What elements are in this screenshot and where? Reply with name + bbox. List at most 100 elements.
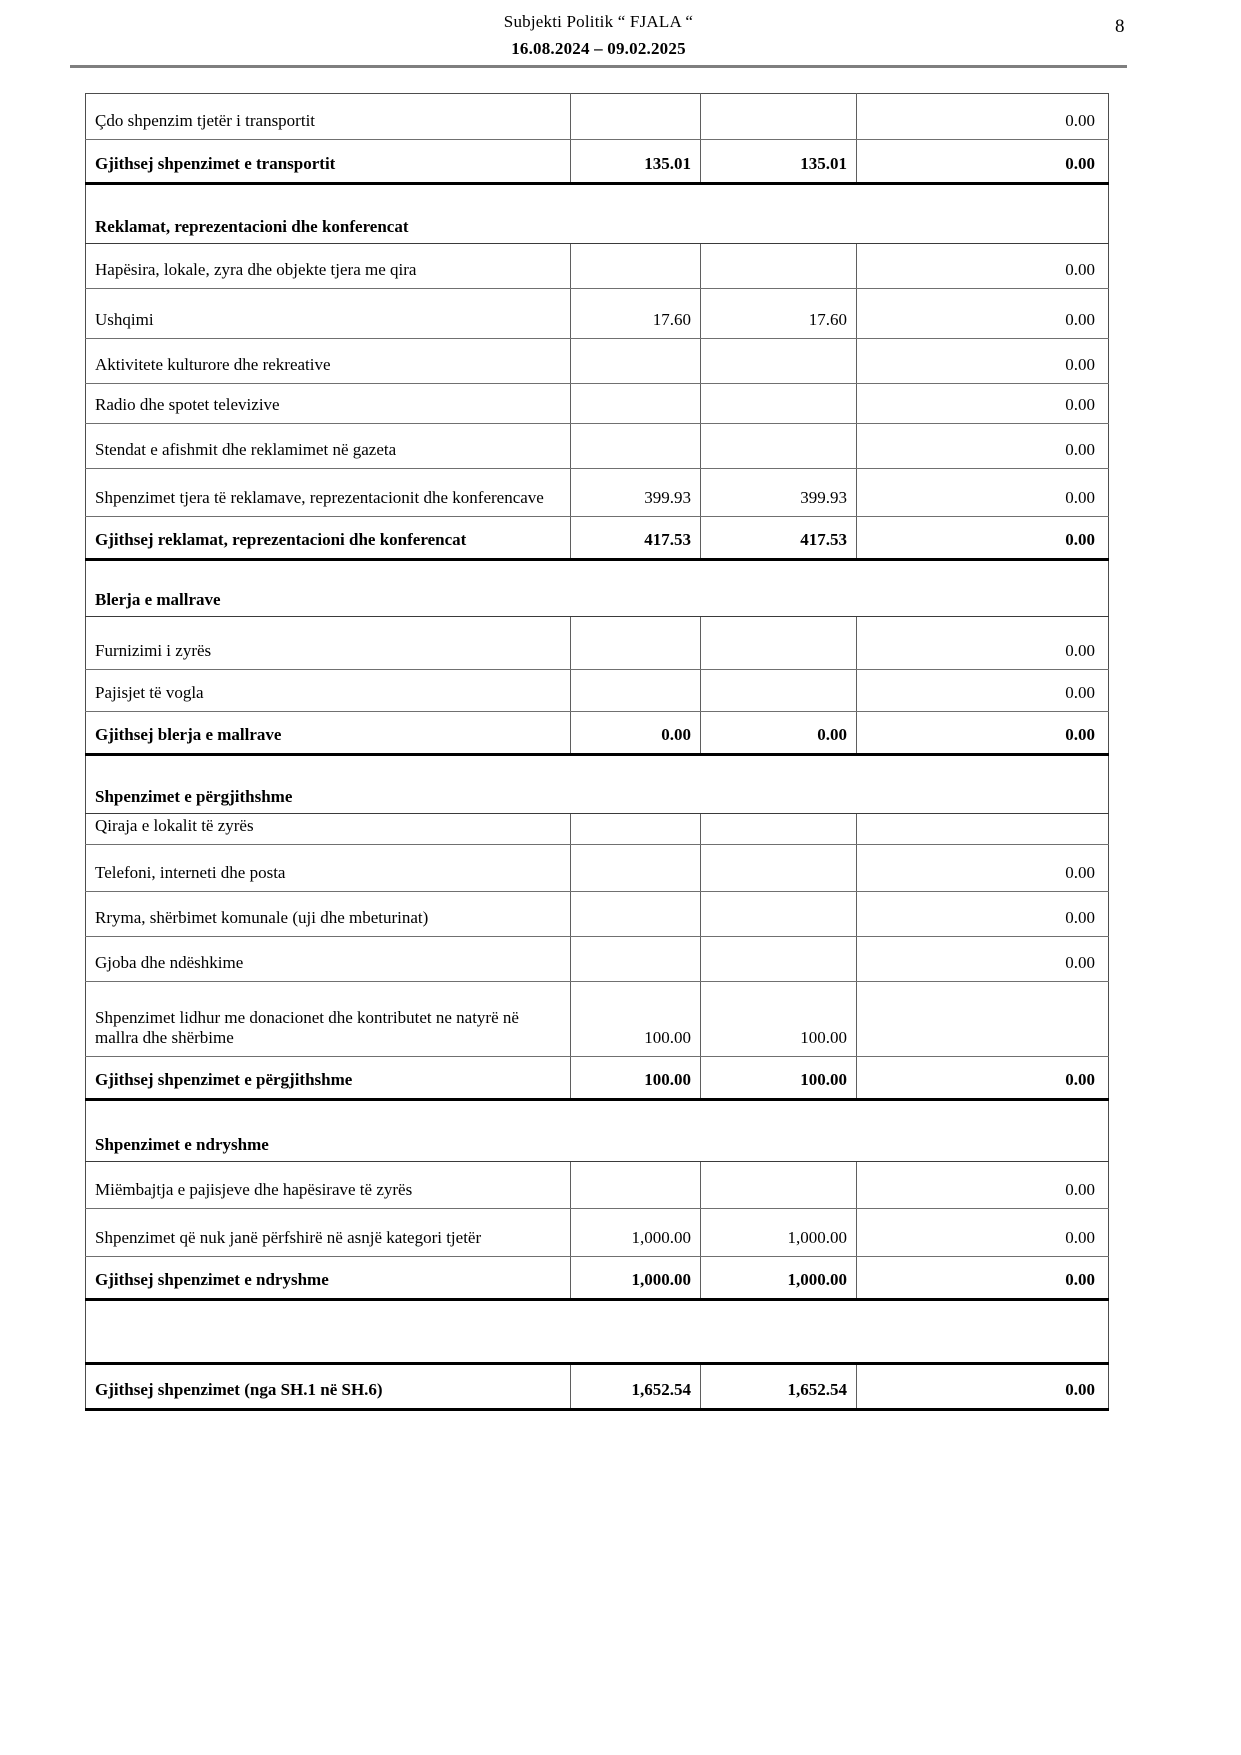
value-col1	[570, 383, 701, 424]
table-row: Telefoni, interneti dhe posta 0.00	[85, 844, 1109, 892]
value-col3: 0.00	[856, 243, 1109, 289]
table-row: Shpenzimet që nuk janë përfshirë në asnj…	[85, 1208, 1109, 1257]
table-row: Gjoba dhe ndëshkime 0.00	[85, 936, 1109, 982]
table-row: Gjithsej blerja e mallrave 0.00 0.00 0.00	[85, 711, 1109, 756]
value-col3: 0.00	[856, 1256, 1109, 1301]
value-col1	[570, 891, 701, 937]
page-number: 8	[1115, 16, 1125, 37]
value-col2	[700, 383, 857, 424]
row-label: Gjithsej shpenzimet e transportit	[85, 139, 571, 185]
row-label: Aktivitete kulturore dhe rekreative	[85, 338, 571, 384]
table-row: Pajisjet të vogla 0.00	[85, 669, 1109, 712]
value-col2: 1,000.00	[700, 1256, 857, 1301]
value-col3: 0.00	[856, 288, 1109, 339]
value-col3: 0.00	[856, 338, 1109, 384]
value-col2: 17.60	[700, 288, 857, 339]
value-col2: 417.53	[700, 516, 857, 561]
row-label: Qiraja e lokalit të zyrës	[85, 813, 571, 845]
value-col2	[700, 1161, 857, 1209]
table-row: Gjithsej shpenzimet e ndryshme 1,000.00 1,…	[85, 1256, 1109, 1301]
value-col1: 1,000.00	[570, 1256, 701, 1301]
value-col1: 135.01	[570, 139, 701, 185]
value-col3: 0.00	[856, 844, 1109, 892]
section-row: Blerja e mallrave	[85, 559, 1109, 617]
value-col3: 0.00	[856, 616, 1109, 670]
row-label: Stendat e afishmit dhe reklamimet në gaz…	[85, 423, 571, 469]
value-col1: 1,652.54	[570, 1363, 701, 1411]
value-col2	[700, 813, 857, 845]
expenses-table-container: Çdo shpenzim tjetër i transportit 0.00 Gji…	[85, 93, 1109, 1411]
table-row: Gjithsej shpenzimet (nga SH.1 në SH.6) 1,…	[85, 1363, 1109, 1411]
row-label: Gjithsej blerja e mallrave	[85, 711, 571, 756]
value-col3: 0.00	[856, 383, 1109, 424]
table-row: Shpenzimet lidhur me donacionet dhe kont…	[85, 981, 1109, 1057]
value-col2	[700, 669, 857, 712]
value-col1	[570, 844, 701, 892]
value-col1	[570, 338, 701, 384]
value-col1	[570, 616, 701, 670]
table-row: Gjithsej shpenzimet e transportit 135.01 1…	[85, 139, 1109, 185]
section-row: Shpenzimet e përgjithshme	[85, 754, 1109, 814]
value-col2: 0.00	[700, 711, 857, 756]
value-col2: 399.93	[700, 468, 857, 517]
value-col2	[700, 844, 857, 892]
value-col1	[570, 93, 701, 140]
header-divider	[70, 65, 1127, 68]
value-col3: 0.00	[856, 468, 1109, 517]
table-row: Stendat e afishmit dhe reklamimet në gaz…	[85, 423, 1109, 469]
value-col3: 0.00	[856, 139, 1109, 185]
row-label: Gjithsej reklamat, reprezentacioni dhe k…	[85, 516, 571, 561]
value-col1: 17.60	[570, 288, 701, 339]
value-col1	[570, 813, 701, 845]
value-col1: 399.93	[570, 468, 701, 517]
value-col1	[570, 1161, 701, 1209]
value-col2	[700, 423, 857, 469]
table-row: Qiraja e lokalit të zyrës	[85, 813, 1109, 845]
row-label: Gjithsej shpenzimet e ndryshme	[85, 1256, 571, 1301]
value-col2: 100.00	[700, 1056, 857, 1101]
value-col1	[570, 243, 701, 289]
value-col3: 0.00	[856, 1056, 1109, 1101]
section-title: Blerja e mallrave	[85, 559, 1109, 617]
row-label: Gjithsej shpenzimet e përgjithshme	[85, 1056, 571, 1101]
table-row: Çdo shpenzim tjetër i transportit 0.00	[85, 93, 1109, 140]
page-header: Subjekti Politik “ FJALA “ 16.08.2024 – …	[70, 12, 1127, 59]
row-label: Miëmbajtja e pajisjeve dhe hapësirave të…	[85, 1161, 571, 1209]
value-col2: 135.01	[700, 139, 857, 185]
value-col2: 1,652.54	[700, 1363, 857, 1411]
table-row: Aktivitete kulturore dhe rekreative 0.00	[85, 338, 1109, 384]
row-label: Rryma, shërbimet komunale (uji dhe mbetu…	[85, 891, 571, 937]
value-col1	[570, 936, 701, 982]
value-col3: 0.00	[856, 1363, 1109, 1411]
row-label: Shpenzimet lidhur me donacionet dhe kont…	[85, 981, 571, 1057]
value-col2	[700, 93, 857, 140]
row-label: Gjoba dhe ndëshkime	[85, 936, 571, 982]
row-label: Shpenzimet që nuk janë përfshirë në asnj…	[85, 1208, 571, 1257]
value-col3	[856, 813, 1109, 845]
table-row: Hapësira, lokale, zyra dhe objekte tjera…	[85, 243, 1109, 289]
table-row: Radio dhe spotet televizive 0.00	[85, 383, 1109, 424]
value-col3: 0.00	[856, 423, 1109, 469]
value-col2	[700, 616, 857, 670]
spacer-row	[85, 1299, 1109, 1365]
section-title: Reklamat, reprezentacioni dhe konferenca…	[85, 183, 1109, 244]
row-label: Hapësira, lokale, zyra dhe objekte tjera…	[85, 243, 571, 289]
expenses-table: Çdo shpenzim tjetër i transportit 0.00 Gji…	[85, 93, 1109, 1411]
value-col3: 0.00	[856, 1161, 1109, 1209]
row-label: Shpenzimet tjera të reklamave, reprezent…	[85, 468, 571, 517]
table-row: Gjithsej shpenzimet e përgjithshme 100.00…	[85, 1056, 1109, 1101]
value-col1	[570, 423, 701, 469]
value-col3: 0.00	[856, 891, 1109, 937]
value-col3: 0.00	[856, 93, 1109, 140]
value-col2	[700, 338, 857, 384]
expenses-table-body: Çdo shpenzim tjetër i transportit 0.00 Gji…	[85, 93, 1109, 1411]
table-row: Ushqimi 17.60 17.60 0.00	[85, 288, 1109, 339]
report-period: 16.08.2024 – 09.02.2025	[511, 39, 686, 58]
value-col1: 100.00	[570, 1056, 701, 1101]
section-row: Shpenzimet e ndryshme	[85, 1099, 1109, 1162]
section-row: Reklamat, reprezentacioni dhe konferenca…	[85, 183, 1109, 244]
spacer-cell	[85, 1299, 1109, 1365]
table-row: Gjithsej reklamat, reprezentacioni dhe k…	[85, 516, 1109, 561]
value-col3: 0.00	[856, 516, 1109, 561]
value-col3	[856, 981, 1109, 1057]
